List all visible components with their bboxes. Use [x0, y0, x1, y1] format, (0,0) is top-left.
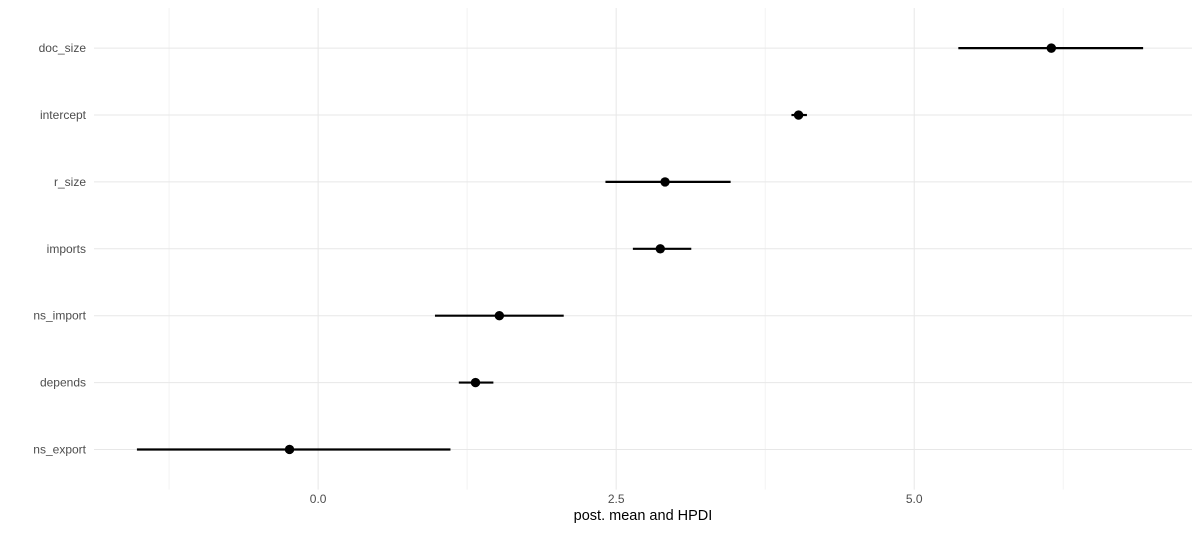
x-tick-label-5.0: 5.0: [906, 492, 923, 506]
posterior-mean-point-r_size: [660, 177, 670, 187]
y-axis-label-ns_export: ns_export: [33, 442, 86, 456]
x-axis-title: post. mean and HPDI: [574, 508, 713, 524]
y-axis-label-intercept: intercept: [40, 108, 87, 122]
posterior-mean-point-ns_import: [494, 310, 505, 321]
posterior-mean-point-ns_export: [284, 444, 295, 455]
y-axis-label-ns_import: ns_import: [33, 309, 86, 323]
y-axis-label-doc_size: doc_size: [39, 41, 87, 55]
posterior-mean-point-imports: [655, 244, 665, 254]
posterior-mean-point-doc_size: [1046, 43, 1057, 53]
posterior-mean-point-intercept: [793, 110, 804, 120]
y-axis-label-imports: imports: [47, 242, 86, 256]
y-axis-label-depends: depends: [40, 376, 86, 390]
x-tick-label-0.0: 0.0: [310, 492, 327, 506]
y-axis-label-r_size: r_size: [54, 175, 86, 189]
x-tick-label-2.5: 2.5: [608, 492, 625, 506]
posterior-mean-point-depends: [470, 377, 481, 388]
